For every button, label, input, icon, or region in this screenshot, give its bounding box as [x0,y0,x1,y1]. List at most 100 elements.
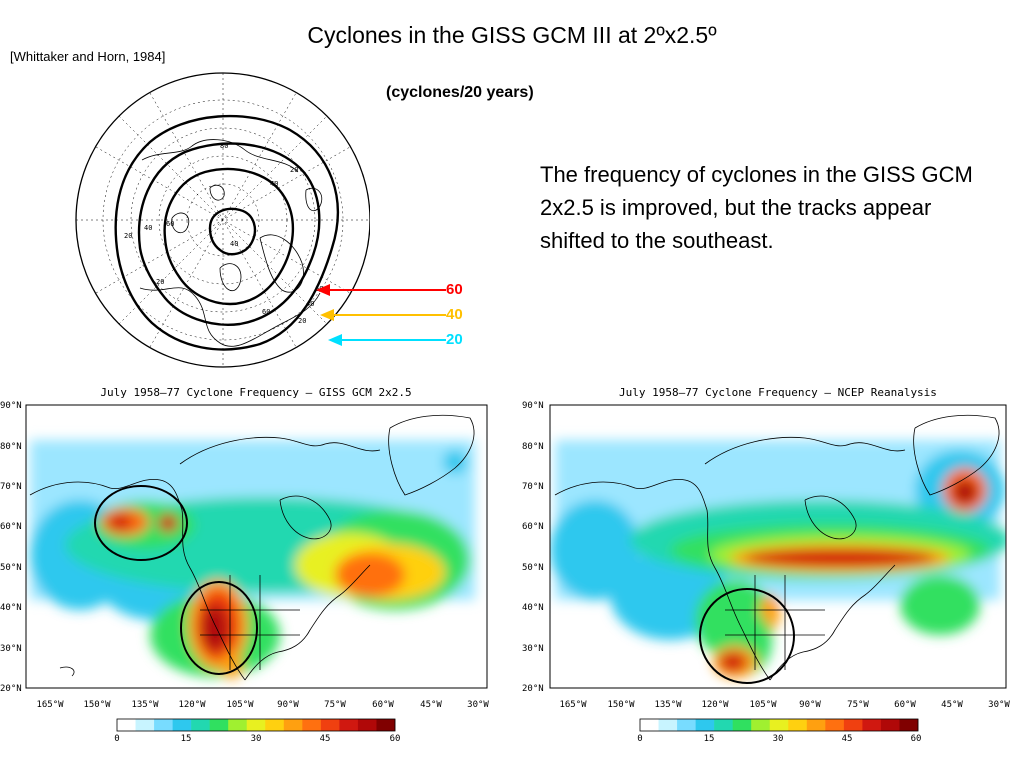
contour-label: 80 [220,142,228,150]
arrow-label-40: 40 [446,306,463,323]
highlight-circle-alaska [94,485,188,561]
colorbar-swatch [806,719,826,731]
colorbar-label: 30 [251,734,262,744]
colorbar-swatch [283,719,303,731]
contour-label: 60 [262,308,270,316]
lat-label: 90°N [522,401,544,411]
lon-label: 165°W [559,700,587,710]
lon-axis: 165°W 150°W 135°W 120°W 105°W 90°W 75°W … [36,700,489,710]
lat-label: 20°N [0,684,22,694]
lat-label: 80°N [522,442,544,452]
colorbar-swatch [880,719,900,731]
lon-label: 150°W [607,700,635,710]
panel-ncep-reanalysis: July 1958–77 Cyclone Frequency – NCEP Re… [522,386,1010,744]
lat-label: 60°N [0,522,22,532]
arrow-60 [316,284,446,296]
panel-title: July 1958–77 Cyclone Frequency – NCEP Re… [619,386,937,399]
lon-label: 90°W [277,700,299,710]
contour-arrows [316,284,446,346]
arrow-label-20: 20 [446,331,463,348]
colorbar-labels: 0 15 30 45 60 [637,734,921,744]
highlight-circles [699,588,795,684]
citation: [Whittaker and Horn, 1984] [10,49,166,64]
lat-label: 70°N [0,482,22,492]
colorbar-swatch [899,719,919,731]
colorbar-swatch [357,719,377,731]
lon-label: 105°W [749,700,777,710]
caption-text: The frequency of cyclones in the GISS GC… [540,162,973,253]
lon-label: 90°W [799,700,821,710]
lat-label: 40°N [0,603,22,613]
lat-label: 60°N [522,522,544,532]
colorbar-swatch [265,719,285,731]
arrow-label-60: 60 [446,281,463,298]
lon-axis: 165°W 150°W 135°W 120°W 105°W 90°W 75°W … [559,700,1010,710]
lat-label: 30°N [0,644,22,654]
contour-label: 40 [270,180,278,188]
highlight-circle-southwest [180,581,258,675]
lat-label: 90°N [0,401,22,411]
lat-label: 40°N [522,603,544,613]
units-label: (cyclones/20 years) [386,84,534,101]
highlight-circles [94,485,258,675]
lon-label: 45°W [420,700,442,710]
colorbar-swatch [751,719,771,731]
lon-label: 120°W [178,700,206,710]
colorbar-frame [116,718,396,732]
contour-label: 20 [290,166,298,174]
contour-label: 20 [124,232,132,240]
map-frame [25,404,488,689]
arrow-20 [328,334,446,346]
polar-map-contours [114,114,339,351]
colorbar-swatch [658,719,678,731]
lon-label: 135°W [131,700,159,710]
lon-label: 45°W [941,700,963,710]
colorbar-swatch [677,719,696,731]
cyclone-frequency-field [30,440,475,679]
lon-label: 150°W [83,700,111,710]
highlight-circle-southwest [699,588,795,684]
contour-label: 20 [298,317,306,325]
colorbar-swatch [640,719,659,731]
colorbar-label: 60 [911,734,922,744]
colorbar-swatch [154,719,173,731]
lon-label: 120°W [701,700,729,710]
polar-map-graticule [76,73,370,367]
lat-axis: 90°N 80°N 70°N 60°N 50°N 40°N 30°N 20°N [522,401,544,694]
colorbar-swatch [209,719,229,731]
contour-label: 40 [230,240,238,248]
coastlines [554,414,1000,681]
panel-giss-gcm: July 1958–77 Cyclone Frequency – GISS GC… [0,386,489,744]
colorbar-swatch [302,719,322,731]
colorbar-swatch [135,719,155,731]
colorbar-label: 60 [390,734,401,744]
colorbar-swatch [246,719,266,731]
contour-label: 40 [144,224,152,232]
colorbar-swatch [788,719,808,731]
colorbar-swatch [843,719,863,731]
colorbar-label: 45 [842,734,853,744]
lat-label: 20°N [522,684,544,694]
lon-label: 60°W [372,700,394,710]
lon-label: 105°W [226,700,254,710]
colorbar-swatch [769,719,789,731]
colorbar-labels: 0 15 30 45 60 [114,734,400,744]
colorbar [116,718,396,732]
contour-label: 20 [156,278,164,286]
coastlines [29,414,475,681]
lon-label: 30°W [467,700,489,710]
lat-label: 70°N [522,482,544,492]
colorbar-swatch [862,719,882,731]
colorbar-frame [639,718,919,732]
lat-label: 30°N [522,644,544,654]
lat-label: 50°N [0,563,22,573]
colorbar-label: 15 [181,734,192,744]
lon-label: 30°W [988,700,1010,710]
colorbar-label: 45 [320,734,331,744]
cyclone-frequency-field [550,440,1006,678]
slide-title: Cyclones in the GISS GCM III at 2ºx2.5º [307,22,717,48]
colorbar-swatch [320,719,340,731]
colorbar-swatch [339,719,359,731]
lon-label: 135°W [654,700,682,710]
lat-axis: 90°N 80°N 70°N 60°N 50°N 40°N 30°N 20°N [0,401,22,694]
